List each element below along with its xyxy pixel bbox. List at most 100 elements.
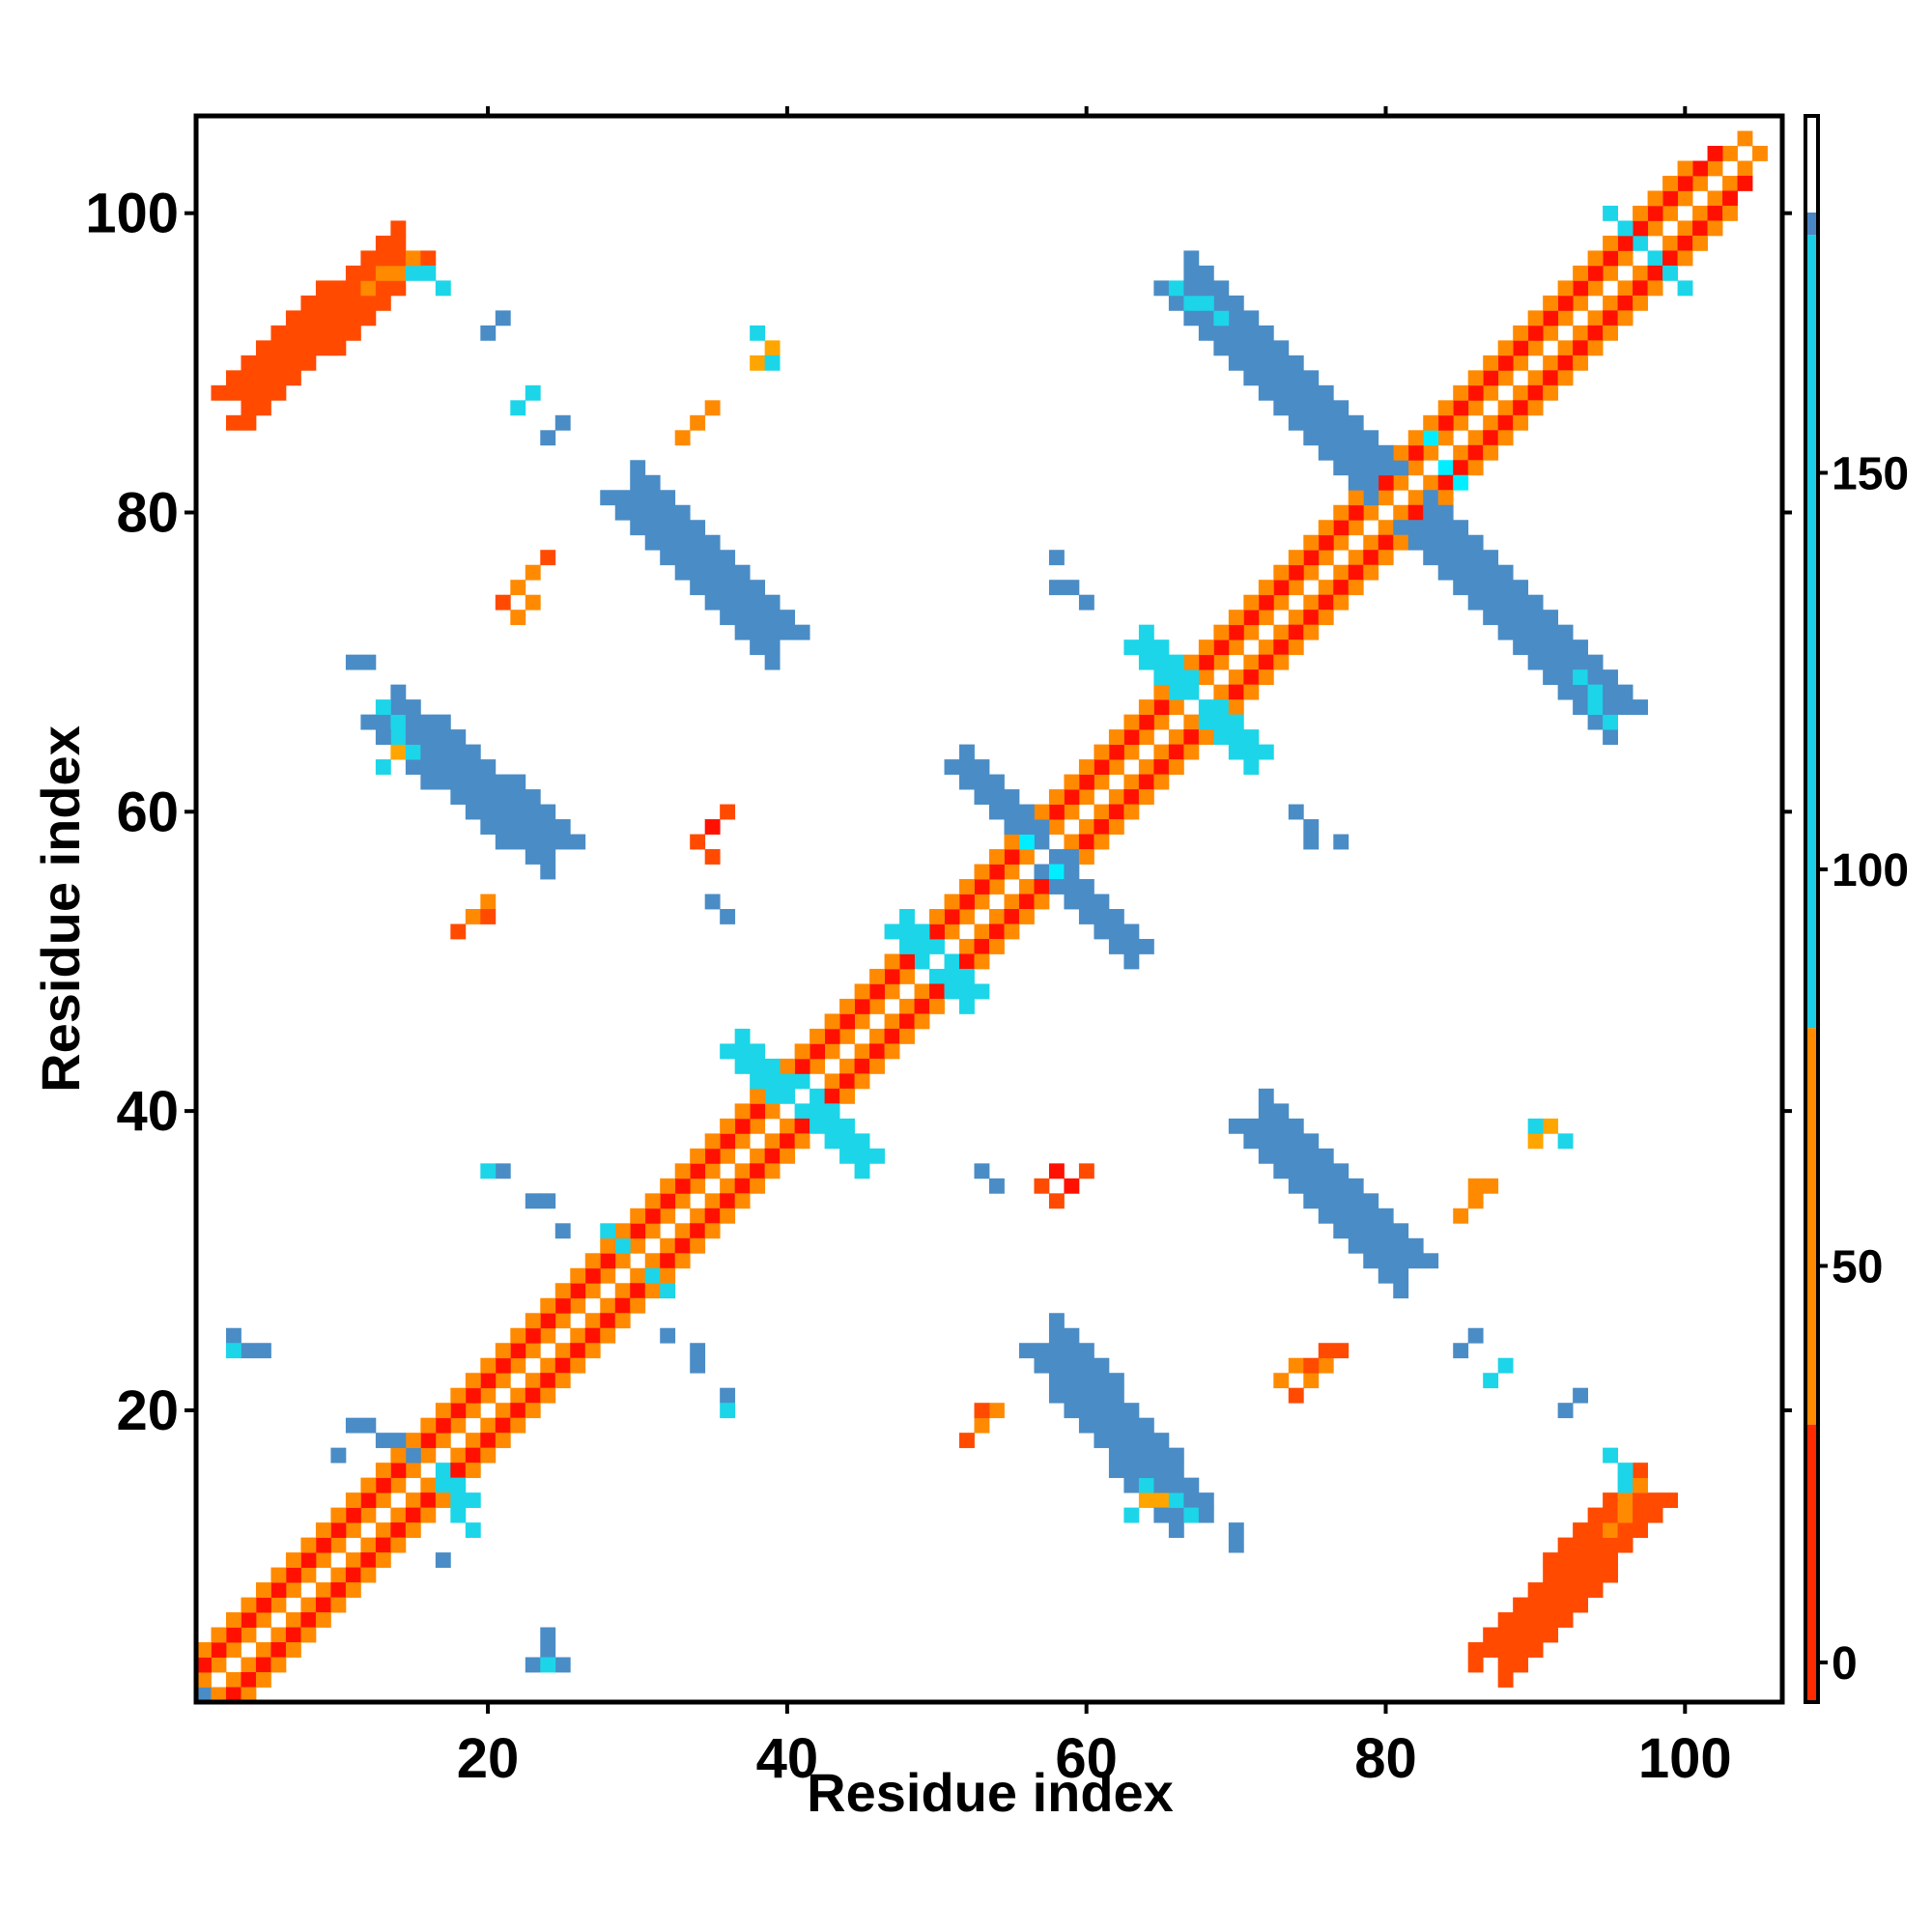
heatmap-cell — [734, 610, 751, 626]
heatmap-cell — [674, 1163, 691, 1179]
heatmap-cell — [600, 1297, 616, 1314]
heatmap-cell — [390, 1433, 407, 1449]
heatmap-cell — [1557, 355, 1574, 371]
heatmap-cell — [644, 1253, 661, 1269]
heatmap-cell — [1557, 310, 1574, 327]
heatmap-cell — [1318, 1208, 1334, 1224]
heatmap-cell — [525, 804, 541, 820]
heatmap-cell — [1288, 1163, 1304, 1179]
heatmap-cell — [1288, 580, 1304, 596]
heatmap-cell — [1453, 444, 1469, 461]
heatmap-cell — [405, 714, 421, 730]
heatmap-cell — [1407, 520, 1424, 536]
heatmap-cell — [495, 804, 511, 820]
heatmap-cell — [420, 1447, 437, 1463]
heatmap-cell — [285, 340, 301, 356]
heatmap-cell — [1168, 654, 1184, 670]
heatmap-cell — [1752, 145, 1768, 161]
heatmap-cell — [375, 1433, 391, 1449]
heatmap-cell — [584, 1313, 601, 1329]
heatmap-cell — [1153, 714, 1170, 730]
heatmap-cell — [570, 1357, 586, 1374]
heatmap-cell — [1573, 280, 1589, 297]
heatmap-cell — [614, 1237, 631, 1254]
heatmap-cell — [1018, 819, 1035, 835]
heatmap-cell — [584, 1343, 601, 1359]
heatmap-cell — [630, 1267, 646, 1284]
heatmap-cell — [1393, 1237, 1409, 1254]
heatmap-cell — [211, 1642, 227, 1658]
heatmap-cell — [794, 1058, 810, 1074]
heatmap-cell — [570, 834, 586, 850]
heatmap-cell — [644, 520, 661, 536]
heatmap-cell — [674, 1237, 691, 1254]
heatmap-cell — [1183, 654, 1200, 670]
heatmap-cell — [360, 1537, 377, 1553]
heatmap-cell — [1333, 534, 1350, 551]
heatmap-cell — [255, 1672, 271, 1688]
heatmap-cell — [1513, 1597, 1529, 1613]
heatmap-cell — [450, 1463, 467, 1479]
heatmap-cell — [1153, 1492, 1170, 1509]
heatmap-cell — [734, 1118, 751, 1134]
heatmap-cell — [1333, 414, 1350, 431]
heatmap-cell — [1123, 639, 1140, 656]
heatmap-cell — [1048, 864, 1065, 880]
heatmap-cell — [839, 1058, 855, 1074]
heatmap-cell — [1123, 1507, 1140, 1523]
heatmap-cell — [1467, 400, 1484, 416]
heatmap-cell — [750, 1043, 766, 1060]
heatmap-cell — [764, 1088, 781, 1104]
heatmap-cell — [1094, 1417, 1110, 1434]
heatmap-cell — [1363, 1208, 1379, 1224]
heatmap-cell — [1467, 1193, 1484, 1209]
heatmap-cell — [1557, 280, 1574, 297]
heatmap-cell — [674, 1223, 691, 1239]
heatmap-cell — [1004, 789, 1020, 805]
heatmap-cell — [690, 550, 706, 566]
heatmap-cell — [1527, 1133, 1544, 1150]
heatmap-cell — [959, 774, 975, 790]
heatmap-cell — [241, 1657, 257, 1673]
heatmap-cell — [810, 1028, 825, 1044]
heatmap-cell — [225, 370, 242, 386]
heatmap-cell — [1557, 1537, 1574, 1553]
heatmap-cell — [450, 1387, 467, 1404]
heatmap-cell — [1573, 1552, 1589, 1568]
heatmap-cell — [495, 594, 511, 611]
heatmap-cell — [375, 280, 391, 297]
heatmap-cell — [1483, 355, 1499, 371]
heatmap-cell — [764, 1073, 781, 1090]
heatmap-cell — [780, 1058, 796, 1074]
heatmap-cell — [1633, 1463, 1648, 1479]
heatmap-cell — [1318, 594, 1334, 611]
heatmap-cell — [989, 923, 1005, 940]
heatmap-cell — [1467, 1642, 1484, 1658]
heatmap-cell — [420, 714, 437, 730]
heatmap-cell — [1108, 909, 1124, 924]
heatmap-cell — [1228, 1522, 1244, 1538]
heatmap-cell — [1348, 564, 1364, 581]
heatmap-cell — [674, 1253, 691, 1269]
heatmap-cell — [1557, 1612, 1574, 1628]
heatmap-cell — [330, 340, 347, 356]
heatmap-cell — [1064, 834, 1080, 850]
heatmap-cell — [1078, 819, 1094, 835]
heatmap-cell — [435, 744, 451, 760]
heatmap-cell — [1213, 295, 1230, 311]
heatmap-cell — [1453, 564, 1469, 581]
heatmap-cell — [345, 1522, 361, 1538]
heatmap-cell — [1183, 310, 1200, 327]
colorbar-tick-label: 50 — [1832, 1241, 1883, 1293]
heatmap-cell — [734, 564, 751, 581]
heatmap-cell — [1647, 205, 1663, 221]
heatmap-cell — [540, 849, 556, 865]
heatmap-cell — [914, 983, 930, 1000]
heatmap-cell — [959, 938, 975, 954]
heatmap-cell — [1543, 370, 1559, 386]
heatmap-cell — [525, 564, 541, 581]
heatmap-cell — [1333, 580, 1350, 596]
heatmap-cell — [241, 1612, 257, 1628]
heatmap-cell — [764, 594, 781, 611]
heatmap-cell — [1288, 1148, 1304, 1164]
